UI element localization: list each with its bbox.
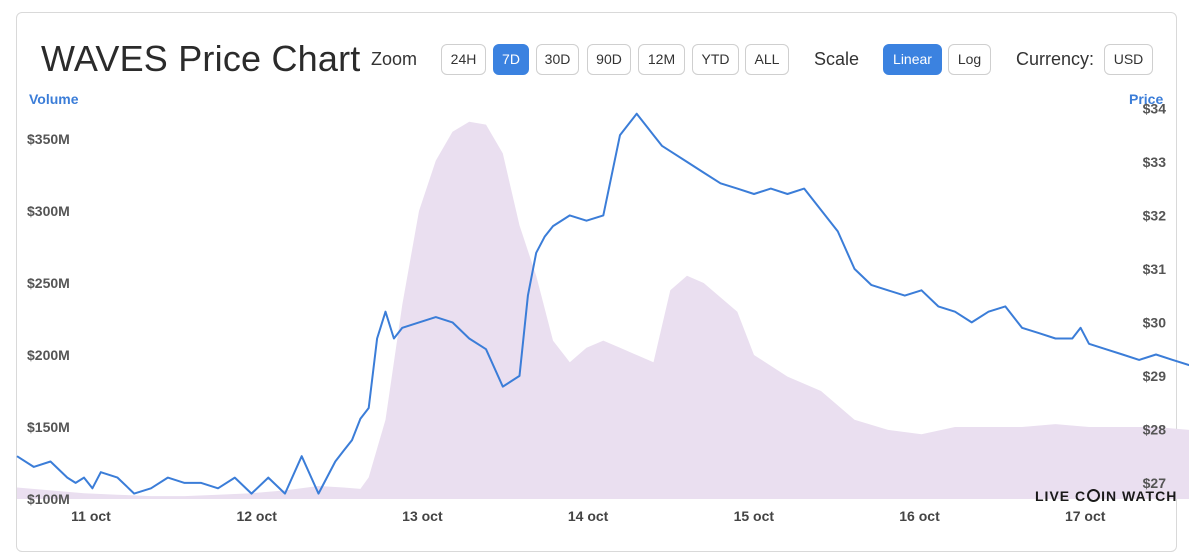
volume-tick-label: $150M [27, 419, 70, 435]
price-axis-ticks: $27 $28 $29 $30 $31 $32 $33 $34 [1143, 100, 1167, 491]
currency-select[interactable]: USD [1104, 44, 1153, 75]
zoom-12m-button[interactable]: 12M [638, 44, 685, 75]
volume-area-layer [17, 121, 1189, 499]
date-tick-label: 17 oct [1065, 508, 1106, 524]
price-tick-label: $32 [1143, 207, 1167, 223]
date-tick-label: 11 oct [71, 508, 111, 524]
price-line-layer [16, 112, 1189, 495]
volume-tick-label: $100M [27, 491, 70, 507]
scale-label: Scale [814, 49, 860, 69]
volume-tick-label: $300M [27, 203, 70, 219]
price-tick-label: $30 [1143, 314, 1167, 330]
zoom-ytd-button[interactable]: YTD [692, 44, 739, 75]
date-tick-label: 15 oct [734, 508, 775, 524]
scale-linear-button[interactable]: Linear [883, 44, 942, 75]
date-tick-label: 12 oct [236, 508, 277, 524]
date-axis-ticks: 11 oct 12 oct 13 oct 14 oct 15 oct 16 oct 17 o… [71, 508, 1106, 524]
date-tick-label: 14 oct [568, 508, 609, 524]
date-tick-label: 16 oct [899, 508, 940, 524]
price-axis-title: Price [1129, 91, 1164, 107]
page-title: WAVES Price Chart [41, 38, 361, 79]
zoom-7d-button[interactable]: 7D [493, 44, 529, 75]
currency-label: Currency: [1016, 49, 1095, 69]
price-tick-label: $34 [1143, 100, 1167, 116]
volume-tick-label: $200M [27, 347, 70, 363]
date-tick-label: 13 oct [402, 508, 443, 524]
zoom-24h-button[interactable]: 24H [441, 44, 486, 75]
volume-area [17, 121, 1189, 499]
price-tick-label: $28 [1143, 421, 1167, 437]
scale-log-button[interactable]: Log [948, 44, 991, 75]
volume-tick-label: $350M [27, 131, 70, 147]
price-tick-label: $31 [1143, 261, 1167, 277]
zoom-90d-button[interactable]: 90D [587, 44, 631, 75]
volume-axis-ticks: $100M $150M $200M $250M $300M $350M [27, 131, 70, 507]
zoom-label: Zoom [371, 49, 418, 69]
zoom-30d-button[interactable]: 30D [536, 44, 579, 75]
price-tick-label: $27 [1143, 475, 1167, 491]
price-tick-label: $33 [1143, 154, 1167, 170]
zoom-all-button[interactable]: ALL [745, 44, 789, 75]
coin-icon [1087, 489, 1101, 502]
volume-axis-title: Volume [29, 91, 79, 107]
volume-tick-label: $250M [27, 275, 70, 291]
price-line [16, 112, 1189, 495]
price-tick-label: $29 [1143, 368, 1167, 384]
live-coin-watch-logo: LIVE C IN WATCH [1035, 488, 1178, 504]
